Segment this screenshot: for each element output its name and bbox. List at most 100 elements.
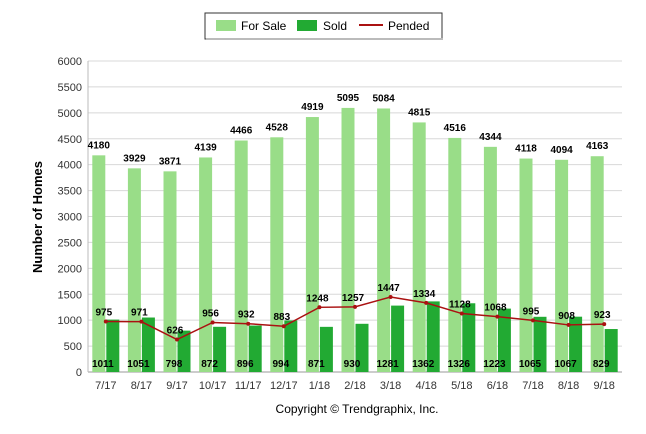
y-axis-tick-labels: 0 500 1000 1500 2000 2500 3000 3500 4000 4500 5000… bbox=[58, 56, 82, 379]
label-for-sale-11-17: 4466 bbox=[230, 126, 253, 137]
bar-for-sale-4-18 bbox=[412, 122, 426, 372]
x-tick-label-11-17: 11/17 bbox=[235, 380, 262, 392]
label-sold-11-17: 896 bbox=[237, 359, 254, 370]
point-pended-8-18 bbox=[566, 322, 571, 327]
label-for-sale-9-17: 3871 bbox=[159, 156, 182, 167]
x-tick-label-12-17: 12/17 bbox=[270, 380, 298, 392]
bar-sold-9-17 bbox=[177, 330, 191, 372]
y-tick-label-3000: 3000 bbox=[58, 212, 82, 224]
x-tick-label-6-18: 6/18 bbox=[487, 380, 508, 392]
bar-for-sale-3-18 bbox=[377, 108, 391, 372]
pended-line bbox=[103, 294, 607, 342]
y-tick-label-3500: 3500 bbox=[58, 186, 82, 198]
label-sold-5-18: 1326 bbox=[448, 359, 471, 370]
label-pended-6-18: 1068 bbox=[484, 303, 507, 314]
label-pended-1-18: 1248 bbox=[306, 293, 329, 304]
point-pended-1-18 bbox=[317, 305, 322, 310]
bar-sold-3-18 bbox=[391, 305, 405, 372]
point-pended-6-18 bbox=[495, 314, 500, 319]
label-pended-3-18: 1447 bbox=[377, 283, 400, 294]
label-pended-5-18: 1128 bbox=[449, 300, 471, 311]
y-tick-label-4000: 4000 bbox=[58, 160, 82, 172]
label-for-sale-8-18: 4094 bbox=[550, 145, 573, 156]
point-pended-3-18 bbox=[388, 294, 393, 299]
label-for-sale-9-18: 4163 bbox=[586, 141, 609, 152]
point-pended-11-17 bbox=[246, 321, 251, 326]
bar-sold-7-18 bbox=[533, 316, 547, 372]
bar-sold-11-17 bbox=[248, 325, 262, 372]
label-sold-8-18: 1067 bbox=[554, 359, 577, 370]
label-for-sale-10-17: 4139 bbox=[194, 142, 217, 153]
label-pended-12-17: 883 bbox=[273, 312, 290, 323]
point-pended-8-17 bbox=[139, 319, 144, 324]
y-tick-label-6000: 6000 bbox=[58, 56, 82, 68]
x-tick-label-7-18: 7/18 bbox=[522, 380, 543, 392]
bar-sold-7-17 bbox=[106, 319, 120, 372]
label-pended-11-17: 932 bbox=[238, 310, 255, 321]
label-pended-9-18: 923 bbox=[594, 310, 611, 321]
label-pended-2-18: 1257 bbox=[342, 293, 365, 304]
label-for-sale-4-18: 4815 bbox=[408, 107, 431, 118]
x-tick-label-7-17: 7/17 bbox=[95, 380, 116, 392]
bar-sold-10-17 bbox=[213, 326, 227, 372]
bar-for-sale-2-18 bbox=[341, 107, 355, 372]
point-pended-4-18 bbox=[424, 300, 429, 305]
bar-sold-4-18 bbox=[426, 301, 440, 372]
x-tick-label-2-18: 2/18 bbox=[344, 380, 365, 392]
label-sold-8-17: 1051 bbox=[127, 359, 150, 370]
bar-sold-6-18 bbox=[497, 308, 511, 372]
copyright-text: Copyright © Trendgraphix, Inc. bbox=[276, 402, 439, 416]
y-tick-label-5000: 5000 bbox=[58, 108, 82, 120]
bar-sold-8-18 bbox=[569, 316, 583, 372]
label-sold-3-18: 1281 bbox=[376, 359, 399, 370]
x-tick-label-8-18: 8/18 bbox=[558, 380, 579, 392]
bar-for-sale-1-18 bbox=[305, 117, 319, 372]
label-for-sale-5-18: 4516 bbox=[444, 123, 467, 134]
bar-for-sale-7-17 bbox=[92, 155, 106, 372]
y-axis-label: Number of Homes bbox=[30, 161, 45, 273]
y-tick-label-2500: 2500 bbox=[58, 237, 82, 249]
y-tick-label-2000: 2000 bbox=[58, 263, 82, 275]
bar-sold-8-17 bbox=[141, 317, 155, 372]
bar-for-sale-12-17 bbox=[270, 137, 284, 372]
y-tick-label-4500: 4500 bbox=[58, 134, 82, 146]
legend-label-pended: Pended bbox=[388, 19, 429, 33]
point-pended-7-17 bbox=[103, 319, 108, 324]
label-pended-8-17: 971 bbox=[131, 308, 148, 319]
label-sold-12-17: 994 bbox=[272, 359, 289, 370]
legend-swatch-for-sale bbox=[216, 20, 236, 31]
y-tick-label-5500: 5500 bbox=[58, 82, 82, 94]
label-sold-7-18: 1065 bbox=[519, 359, 542, 370]
bar-sold-1-18 bbox=[319, 326, 333, 372]
bar-for-sale-8-17 bbox=[127, 168, 141, 372]
point-pended-12-17 bbox=[281, 324, 286, 329]
bar-for-sale-7-18 bbox=[519, 158, 533, 372]
bar-sold-9-18 bbox=[604, 329, 618, 372]
bar-for-sale-9-17 bbox=[163, 171, 177, 372]
y-tick-label-0: 0 bbox=[76, 367, 82, 379]
label-for-sale-12-17: 4528 bbox=[266, 122, 289, 133]
point-pended-7-18 bbox=[531, 318, 535, 323]
x-tick-label-10-17: 10/17 bbox=[199, 380, 227, 392]
label-for-sale-6-18: 4344 bbox=[479, 132, 502, 143]
bar-for-sale-8-18 bbox=[555, 159, 569, 372]
label-sold-9-18: 829 bbox=[593, 359, 610, 370]
x-axis-tick-labels: 7/17 8/17 9/17 10/17 11/17 12/17 1/18 2/18 3/18 4… bbox=[95, 380, 615, 392]
bar-for-sale-5-18 bbox=[448, 137, 462, 372]
legend-label-sold: Sold bbox=[323, 19, 347, 33]
label-pended-10-17: 956 bbox=[202, 308, 219, 319]
x-tick-label-4-18: 4/18 bbox=[415, 380, 436, 392]
label-sold-1-18: 871 bbox=[308, 359, 325, 370]
label-sold-6-18: 1223 bbox=[483, 359, 506, 370]
point-pended-9-18 bbox=[602, 322, 607, 327]
bar-sold-12-17 bbox=[284, 320, 298, 372]
data-labels: 4180 975 1011 3929 971 1051 3871 626 798 4139 956 8… bbox=[88, 93, 611, 370]
x-tick-label-3-18: 3/18 bbox=[380, 380, 401, 392]
label-for-sale-7-18: 4118 bbox=[515, 144, 537, 155]
label-for-sale-2-18: 5095 bbox=[337, 93, 360, 104]
label-for-sale-8-17: 3929 bbox=[123, 153, 146, 164]
y-tick-label-500: 500 bbox=[64, 341, 82, 353]
y-tick-label-1000: 1000 bbox=[58, 315, 82, 327]
label-pended-8-18: 908 bbox=[558, 311, 575, 322]
